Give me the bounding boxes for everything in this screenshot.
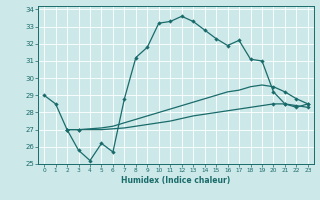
X-axis label: Humidex (Indice chaleur): Humidex (Indice chaleur) — [121, 176, 231, 185]
